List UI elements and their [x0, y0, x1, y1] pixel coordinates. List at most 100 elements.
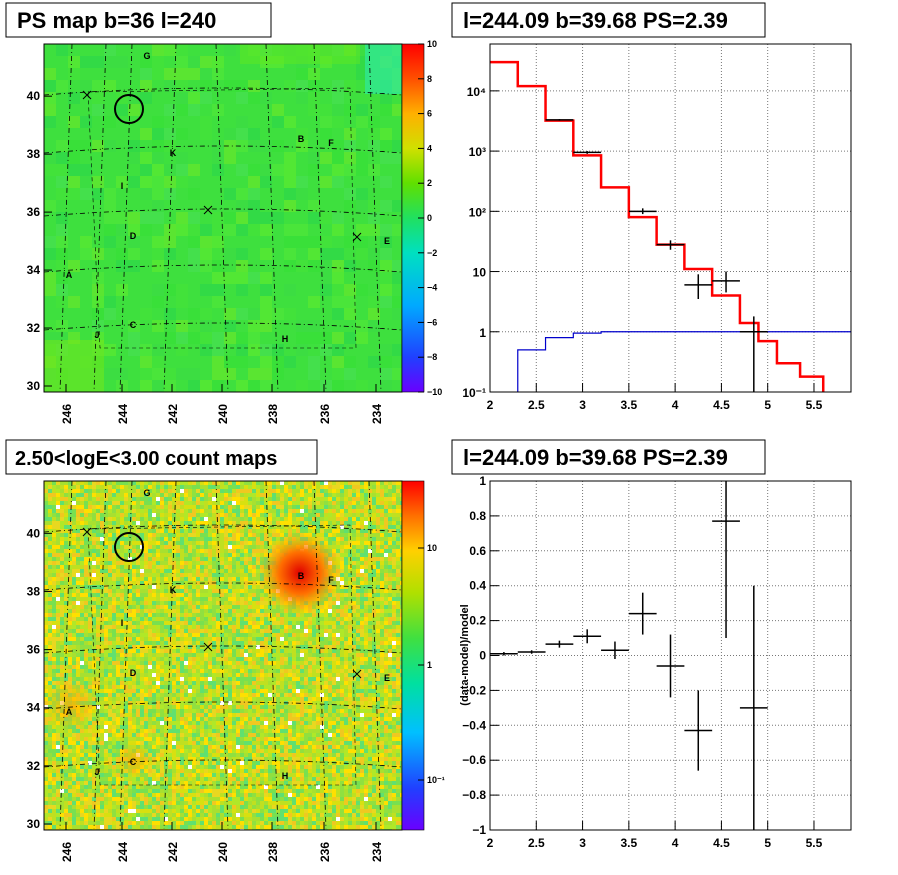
count-map-pixel [108, 585, 112, 589]
count-map-pixel [272, 513, 276, 517]
count-map-pixel [372, 497, 376, 501]
count-map-pixel [356, 569, 360, 573]
count-map-pixel [48, 657, 52, 661]
count-map-pixel [316, 521, 320, 525]
ps-map-pixel [248, 308, 260, 320]
count-map-pixel [104, 489, 108, 493]
count-map-pixel [348, 517, 352, 521]
count-map-pixel [128, 649, 132, 653]
count-map-pixel [88, 593, 92, 597]
count-map-pixel [232, 665, 236, 669]
count-map-pixel [384, 665, 388, 669]
count-map-pixel [168, 617, 172, 621]
count-map-pixel [220, 529, 224, 533]
count-map-pixel [132, 625, 136, 629]
count-map-pixel [352, 485, 356, 489]
count-map-pixel [336, 513, 340, 517]
count-map-pixel [152, 573, 156, 577]
ps-map-pixel [176, 56, 188, 68]
count-map-pixel [76, 673, 80, 677]
count-map-pixel [332, 657, 336, 661]
ps-map-pixel [128, 224, 140, 236]
count-map-pixel [392, 537, 396, 541]
count-map-pixel [48, 545, 52, 549]
count-map-pixel [300, 657, 304, 661]
count-map-pixel [48, 645, 52, 649]
count-map-pixel [100, 661, 104, 665]
count-map-pixel [400, 581, 402, 585]
count-map-pixel [360, 585, 364, 589]
count-map-pixel [188, 637, 192, 641]
count-map-pixel [360, 653, 364, 657]
count-map-pixel [112, 577, 116, 581]
count-map-pixel [344, 613, 348, 617]
count-map-pixel [384, 565, 388, 569]
count-map-pixel [116, 549, 120, 553]
count-map-pixel [228, 633, 232, 637]
count-map-pixel [344, 625, 348, 629]
count-map-pixel [364, 549, 368, 553]
count-map-pixel [48, 521, 52, 525]
count-map-pixel [340, 633, 344, 637]
count-map-pixel [356, 493, 360, 497]
count-map-pixel [372, 629, 376, 633]
count-map-pixel [204, 493, 208, 497]
count-map-pixel [360, 485, 364, 489]
count-map-pixel [172, 569, 176, 573]
count-map-pixel [196, 637, 200, 641]
count-map-pixel [208, 545, 212, 549]
count-map-pixel [48, 593, 52, 597]
count-map-pixel [204, 489, 208, 493]
count-map-pixel [360, 513, 364, 517]
count-map-pixel [176, 537, 180, 541]
count-map-pixel [256, 481, 260, 485]
count-map-pixel [276, 529, 280, 533]
count-map-pixel [364, 613, 368, 617]
count-map-pixel [188, 597, 192, 601]
count-map-pixel [344, 617, 348, 621]
count-map-pixel [60, 653, 64, 657]
count-map-pixel [92, 617, 96, 621]
ps-map-pixel [380, 356, 392, 368]
count-map-pixel [252, 653, 256, 657]
count-map-pixel [140, 593, 144, 597]
count-map-pixel [112, 517, 116, 521]
count-map-pixel [140, 657, 144, 661]
count-map-pixel [48, 577, 52, 581]
ps-map-pixel [368, 224, 380, 236]
count-map-pixel [364, 505, 368, 509]
count-map-pixel [212, 597, 216, 601]
count-map-pixel [208, 609, 212, 613]
count-map-pixel [72, 565, 76, 569]
count-map-pixel [232, 641, 236, 645]
count-map-pixel [172, 545, 176, 549]
count-map-pixel [72, 485, 76, 489]
count-map-pixel [72, 633, 76, 637]
count-map-pixel [64, 485, 68, 489]
count-map-pixel [140, 673, 144, 677]
count-map-pixel [140, 617, 144, 621]
count-map-pixel [220, 505, 224, 509]
count-map-pixel [248, 541, 252, 545]
count-map-pixel [132, 649, 136, 653]
count-map-pixel [128, 505, 132, 509]
count-map-pixel [360, 593, 364, 597]
count-map-pixel [392, 489, 396, 493]
count-map-pixel [136, 517, 140, 521]
count-map-pixel [352, 529, 356, 533]
count-map-pixel [224, 529, 228, 533]
count-map-pixel [100, 593, 104, 597]
count-map-pixel [300, 617, 304, 621]
count-map-pixel [384, 649, 388, 653]
count-map-pixel [392, 669, 396, 673]
ps-map-pixel [56, 140, 68, 152]
source-label: H [282, 334, 289, 344]
count-map-pixel [84, 661, 88, 665]
ps-map-pixel [224, 332, 236, 344]
count-map-pixel [376, 537, 380, 541]
count-map-pixel [336, 617, 340, 621]
count-map-pixel [192, 621, 196, 625]
count-map-pixel [80, 673, 84, 677]
count-map-pixel [256, 661, 260, 665]
count-map-pixel [128, 521, 132, 525]
